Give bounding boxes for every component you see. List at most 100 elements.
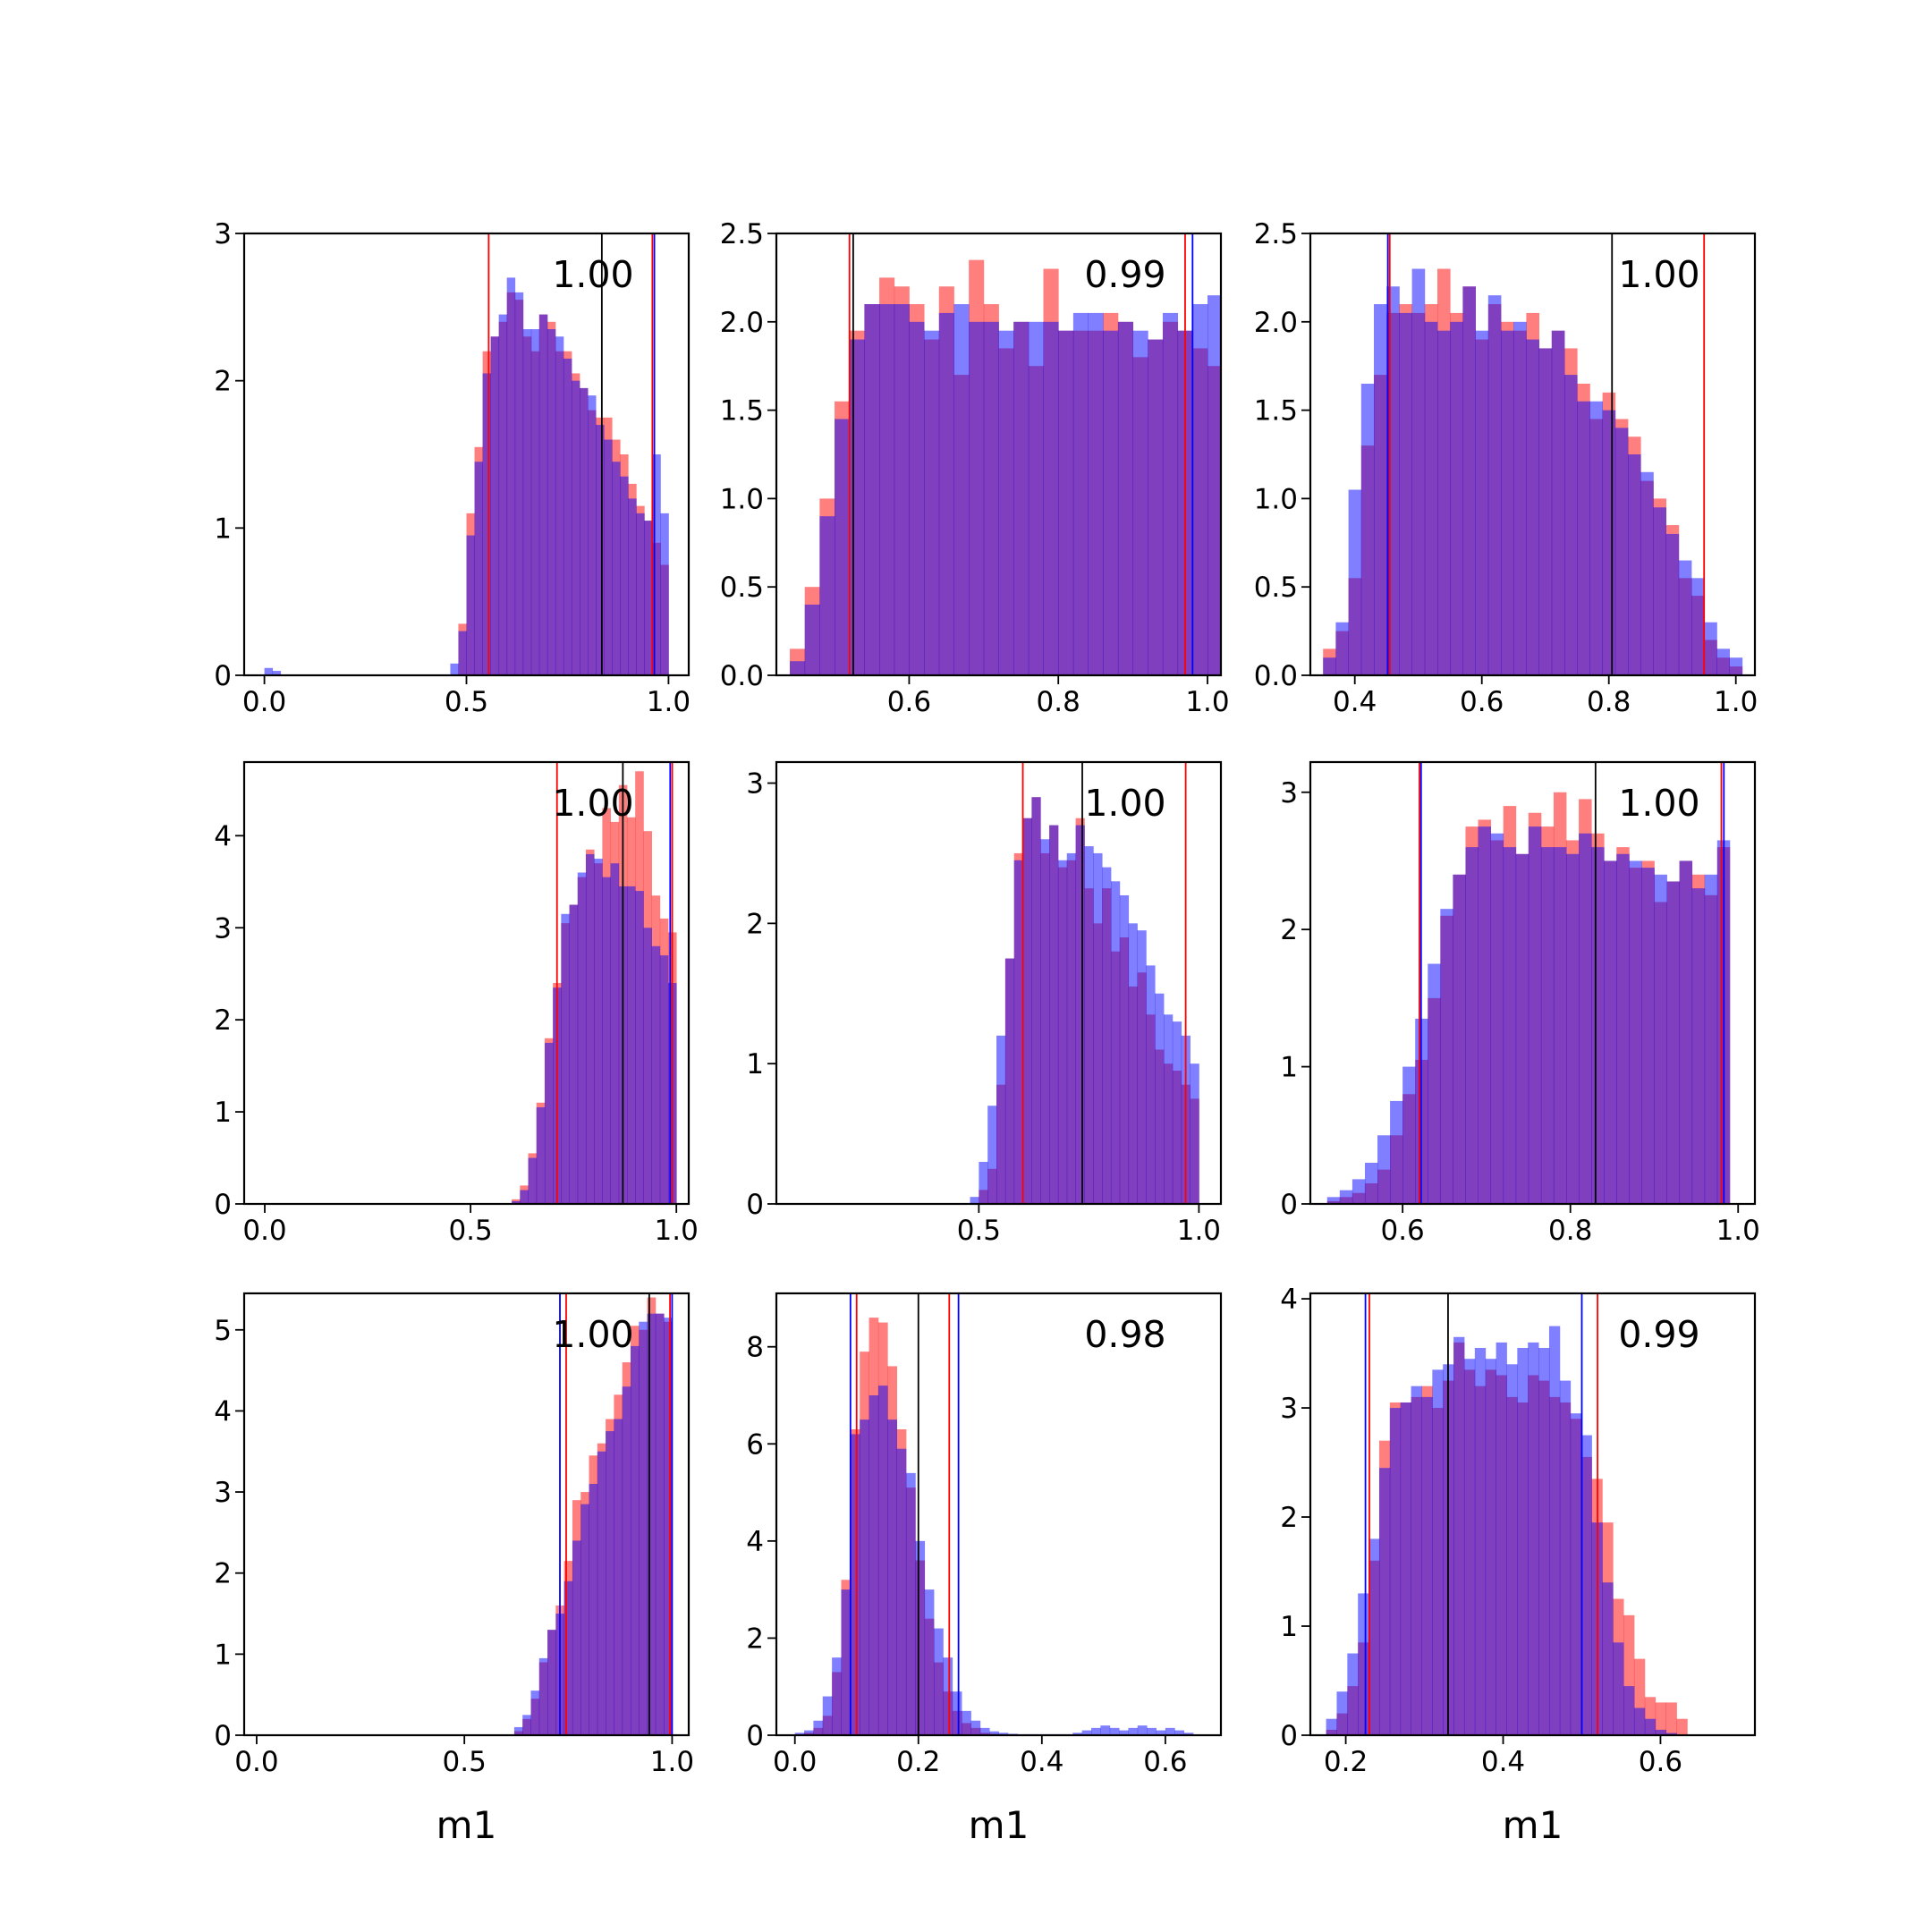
blue-hist-bar: [569, 904, 579, 1204]
axes-frame: [242, 1292, 691, 1737]
blue-hist-bar: [561, 913, 570, 1204]
blue-hist-bar: [1164, 1014, 1174, 1204]
blue-hist-bar: [1487, 295, 1502, 675]
blue-hist-bar: [530, 1690, 540, 1735]
x-tick-label: 0.8: [1037, 686, 1080, 718]
blue-hist-bar: [987, 1106, 997, 1204]
blue-hist-bar: [832, 1657, 842, 1735]
blue-hist-bar: [860, 1419, 869, 1735]
blue-hist-bar: [1058, 330, 1074, 675]
x-tick-label: 0.5: [957, 1215, 1001, 1247]
y-tick-label: 1.0: [1254, 483, 1298, 515]
y-tick-label: 8: [746, 1332, 764, 1364]
blue-hist-bar: [1478, 826, 1492, 1204]
blue-hist-bar: [547, 1630, 556, 1735]
y-tick-label: 2: [1280, 914, 1298, 946]
blue-hist-bar: [1465, 847, 1479, 1204]
score-annotation: 1.00: [1618, 782, 1699, 825]
blue-hist-bar: [1075, 825, 1085, 1204]
blue-hist-bar: [998, 1733, 1009, 1735]
blue-hist-bar: [915, 1540, 926, 1735]
blue-hist-bar: [1559, 1380, 1572, 1735]
y-tick-label: 0: [214, 1189, 232, 1221]
x-tick-label: 0.8: [1548, 1215, 1592, 1247]
bars-group: [1326, 1293, 1688, 1735]
blue-hist-bar: [841, 1589, 852, 1735]
blue-hist-bar: [1137, 930, 1147, 1204]
y-tick-label: 4: [214, 820, 232, 852]
blue-hist-bar: [1162, 312, 1179, 675]
blue-hist-bar: [644, 521, 653, 675]
x-tick-label: 0.8: [1587, 686, 1631, 718]
blue-hist-bar: [577, 872, 587, 1204]
y-tick-label: 1.5: [720, 395, 764, 428]
y-tick-label: 0.5: [1254, 572, 1298, 604]
blue-hist-bar: [1540, 847, 1555, 1204]
x-tick-label: 1.0: [647, 686, 691, 718]
blue-hist-bar: [1049, 825, 1059, 1204]
blue-hist-bar: [1128, 1727, 1139, 1735]
blue-hist-bar: [622, 1386, 631, 1735]
blue-hist-bar: [887, 1419, 897, 1735]
blue-hist-bar: [996, 1035, 1006, 1204]
blue-hist-bar: [1704, 874, 1718, 1204]
score-annotation: 1.00: [552, 253, 633, 296]
blue-hist-bar: [983, 321, 999, 675]
blue-hist-bar: [1602, 1582, 1614, 1735]
blue-hist-bar: [1551, 330, 1565, 675]
blue-hist-bar: [1716, 648, 1730, 675]
blue-hist-bar: [614, 1419, 623, 1735]
blue-hist-bar: [1326, 1197, 1341, 1204]
y-tick-label: 2.0: [1254, 307, 1298, 339]
bars-group: [794, 1293, 1194, 1735]
blue-hist-bar: [639, 1321, 648, 1735]
blue-hist-bar: [572, 1540, 581, 1735]
blue-hist-bar: [585, 853, 595, 1204]
blue-hist-bar: [1428, 963, 1441, 1204]
blue-hist-bar: [1513, 321, 1527, 675]
red-hist-bar: [1676, 1718, 1688, 1735]
blue-hist-bar: [1137, 1725, 1148, 1735]
blue-hist-bar: [979, 1161, 988, 1204]
y-tick-label: 2.5: [720, 218, 764, 250]
blue-hist-bar: [934, 1628, 944, 1735]
score-annotation: 1.00: [1084, 782, 1165, 825]
blue-hist-bar: [1013, 321, 1030, 675]
blue-hist-bar: [1117, 321, 1133, 675]
x-tick-label: 0.0: [242, 686, 286, 718]
blue-hist-bar: [594, 859, 603, 1204]
x-tick-label: 0.2: [1324, 1746, 1368, 1778]
y-tick-label: 0: [746, 1720, 764, 1752]
blue-hist-bar: [952, 1691, 962, 1735]
blue-hist-bar: [1374, 304, 1387, 675]
blue-hist-bar: [869, 1395, 879, 1735]
x-tick-label: 0.2: [896, 1746, 940, 1778]
blue-hist-bar: [905, 1472, 916, 1735]
blue-hist-bar: [1174, 1730, 1184, 1735]
blue-hist-bar: [1192, 304, 1208, 675]
blue-hist-bar: [1148, 339, 1164, 675]
blue-hist-bar: [819, 516, 835, 675]
blue-hist-bar: [597, 1451, 606, 1735]
blue-hist-bar: [272, 671, 282, 675]
blue-hist-bar: [1490, 833, 1504, 1204]
blue-hist-bar: [969, 321, 985, 675]
blue-hist-bar: [1057, 860, 1068, 1204]
blue-hist-bar: [1623, 1686, 1635, 1735]
blue-hist-bar: [466, 535, 475, 675]
y-tick-label: 2: [214, 366, 232, 398]
blue-hist-bar: [970, 1197, 979, 1204]
y-tick-label: 3: [1280, 777, 1298, 809]
blue-hist-bar: [1591, 847, 1605, 1204]
blue-hist-bar: [1348, 489, 1362, 675]
blue-hist-bar: [636, 513, 645, 675]
y-tick-label: 1: [214, 1639, 232, 1671]
score-annotation: 0.99: [1618, 1313, 1699, 1356]
blue-hist-bar: [1040, 839, 1050, 1204]
x-tick-label: 0.6: [1143, 1746, 1187, 1778]
x-tick-label: 0.5: [448, 1215, 492, 1247]
blue-hist-bar: [1335, 622, 1349, 675]
blue-hist-bar: [1072, 1733, 1083, 1735]
blue-hist-bar: [1729, 657, 1743, 675]
